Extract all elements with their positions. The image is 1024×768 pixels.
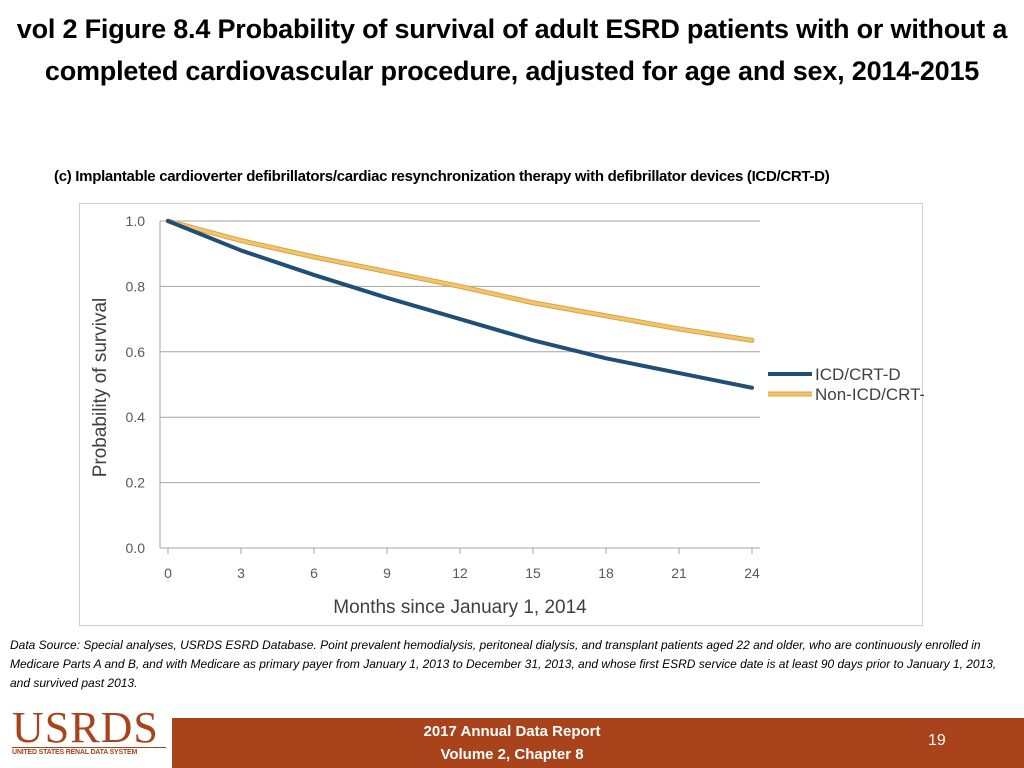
chart-frame: 0.0 0.2 0.4 0.6 0.8 1.0 0 3 6 9 12 15 18 21 24 Months s… <box>79 203 924 626</box>
legend-label: Non-ICD/CRT-D <box>815 385 924 404</box>
series-line-icd-crt-d <box>166 219 754 390</box>
page-number: 19 <box>928 732 946 749</box>
x-tick-label: 9 <box>383 565 391 581</box>
footer-bar: USRDS UNITED STATES RENAL DATA SYSTEM 20… <box>0 703 1024 768</box>
x-tick-label: 6 <box>310 565 318 581</box>
slide-title: vol 2 Figure 8.4 Probability of survival… <box>16 14 1008 86</box>
usrds-logo-subtext: UNITED STATES RENAL DATA SYSTEM <box>12 747 166 756</box>
y-axis-title: Probability of survival <box>90 298 111 478</box>
survival-chart: 0.0 0.2 0.4 0.6 0.8 1.0 0 3 6 9 12 15 18 21 24 Months s… <box>90 213 924 618</box>
chart-subtitle: (c) Implantable cardioverter defibrillat… <box>54 168 830 185</box>
usrds-logo: USRDS UNITED STATES RENAL DATA SYSTEM <box>0 703 172 768</box>
usrds-logo-text: USRDS <box>12 703 159 752</box>
y-tick-label: 0.6 <box>126 344 146 360</box>
x-tick-label: 24 <box>744 565 760 581</box>
x-tick-label: 12 <box>452 565 468 581</box>
x-tick-label: 18 <box>598 565 614 581</box>
x-tick-label: 0 <box>164 565 172 581</box>
x-tick-label: 15 <box>525 565 541 581</box>
series-line-non-icd-crt-d <box>166 219 754 342</box>
report-label: 2017 Annual Data Report Volume 2, Chapte… <box>362 720 662 766</box>
y-tick-label: 0.0 <box>126 540 146 556</box>
x-axis-title: Months since January 1, 2014 <box>333 597 587 618</box>
x-tick-label: 21 <box>671 565 687 581</box>
y-tick-label: 0.8 <box>126 278 146 294</box>
y-tick-label: 0.4 <box>126 409 146 425</box>
report-volume: Volume 2, Chapter 8 <box>440 746 584 763</box>
legend-label: ICD/CRT-D <box>815 365 901 384</box>
data-source-note: Data Source: Special analyses, USRDS ESR… <box>10 638 997 690</box>
series-line-outline <box>165 218 755 343</box>
x-tick-label: 3 <box>237 565 245 581</box>
y-tick-label: 1.0 <box>126 213 146 229</box>
report-title: 2017 Annual Data Report <box>423 723 601 740</box>
y-tick-label: 0.2 <box>126 475 146 491</box>
